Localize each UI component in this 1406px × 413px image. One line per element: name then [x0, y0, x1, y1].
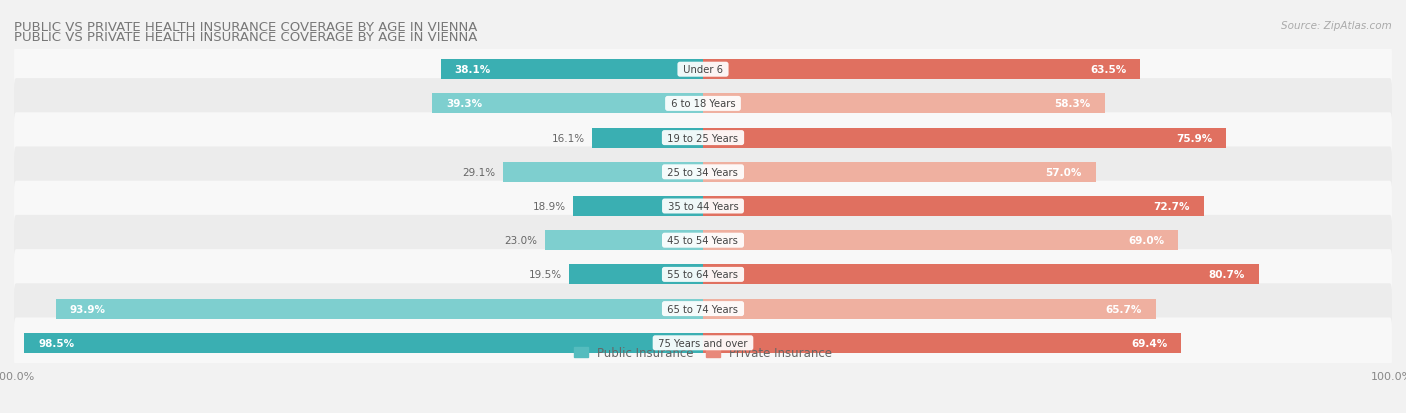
Text: 19.5%: 19.5% — [529, 270, 562, 280]
Bar — [432, 94, 703, 114]
Bar — [24, 333, 703, 353]
FancyBboxPatch shape — [14, 45, 1392, 96]
FancyBboxPatch shape — [14, 113, 1392, 164]
Bar — [592, 128, 703, 148]
FancyBboxPatch shape — [15, 78, 1391, 131]
Text: 23.0%: 23.0% — [505, 236, 537, 246]
Text: Under 6: Under 6 — [681, 65, 725, 75]
FancyBboxPatch shape — [14, 181, 1392, 233]
FancyBboxPatch shape — [14, 284, 1392, 335]
FancyBboxPatch shape — [15, 45, 1391, 97]
Bar — [703, 94, 1105, 114]
Bar — [703, 128, 1226, 148]
Text: 58.3%: 58.3% — [1054, 99, 1091, 109]
Text: PUBLIC VS PRIVATE HEALTH INSURANCE COVERAGE BY AGE IN VIENNA: PUBLIC VS PRIVATE HEALTH INSURANCE COVER… — [14, 31, 478, 44]
FancyBboxPatch shape — [14, 79, 1392, 130]
FancyBboxPatch shape — [15, 249, 1391, 301]
Text: 69.0%: 69.0% — [1129, 236, 1164, 246]
Text: 25 to 34 Years: 25 to 34 Years — [665, 167, 741, 177]
FancyBboxPatch shape — [15, 147, 1391, 199]
Text: 55 to 64 Years: 55 to 64 Years — [665, 270, 741, 280]
Bar — [544, 231, 703, 251]
Bar — [703, 197, 1204, 216]
FancyBboxPatch shape — [15, 317, 1391, 370]
Text: 38.1%: 38.1% — [454, 65, 491, 75]
Bar — [568, 265, 703, 285]
FancyBboxPatch shape — [15, 181, 1391, 233]
FancyBboxPatch shape — [15, 215, 1391, 268]
Bar — [703, 231, 1178, 251]
Text: 65.7%: 65.7% — [1105, 304, 1142, 314]
Bar — [572, 197, 703, 216]
Text: 69.4%: 69.4% — [1130, 338, 1167, 348]
Text: 19 to 25 Years: 19 to 25 Years — [665, 133, 741, 143]
Text: 93.9%: 93.9% — [70, 304, 105, 314]
Bar — [703, 265, 1258, 285]
FancyBboxPatch shape — [15, 283, 1391, 336]
Bar — [703, 299, 1156, 319]
Text: 63.5%: 63.5% — [1091, 65, 1126, 75]
Bar — [56, 299, 703, 319]
Text: 6 to 18 Years: 6 to 18 Years — [668, 99, 738, 109]
Text: 45 to 54 Years: 45 to 54 Years — [665, 236, 741, 246]
Text: 39.3%: 39.3% — [446, 99, 482, 109]
Text: 35 to 44 Years: 35 to 44 Years — [665, 202, 741, 211]
Text: 75.9%: 75.9% — [1175, 133, 1212, 143]
FancyBboxPatch shape — [15, 113, 1391, 165]
Text: 29.1%: 29.1% — [463, 167, 496, 177]
Text: 80.7%: 80.7% — [1209, 270, 1246, 280]
Bar — [703, 333, 1181, 353]
Text: 98.5%: 98.5% — [38, 338, 75, 348]
Text: 75 Years and over: 75 Years and over — [655, 338, 751, 348]
FancyBboxPatch shape — [14, 318, 1392, 369]
Bar — [703, 162, 1095, 182]
FancyBboxPatch shape — [14, 147, 1392, 198]
Text: 18.9%: 18.9% — [533, 202, 565, 211]
Bar — [440, 60, 703, 80]
Text: 72.7%: 72.7% — [1153, 202, 1189, 211]
FancyBboxPatch shape — [14, 249, 1392, 301]
FancyBboxPatch shape — [14, 215, 1392, 266]
Legend: Public Insurance, Private Insurance: Public Insurance, Private Insurance — [569, 342, 837, 364]
Text: PUBLIC VS PRIVATE HEALTH INSURANCE COVERAGE BY AGE IN VIENNA: PUBLIC VS PRIVATE HEALTH INSURANCE COVER… — [14, 21, 478, 33]
Text: 16.1%: 16.1% — [553, 133, 585, 143]
Text: 57.0%: 57.0% — [1046, 167, 1083, 177]
Bar — [703, 60, 1140, 80]
Bar — [502, 162, 703, 182]
Text: 65 to 74 Years: 65 to 74 Years — [665, 304, 741, 314]
Text: Source: ZipAtlas.com: Source: ZipAtlas.com — [1281, 21, 1392, 31]
